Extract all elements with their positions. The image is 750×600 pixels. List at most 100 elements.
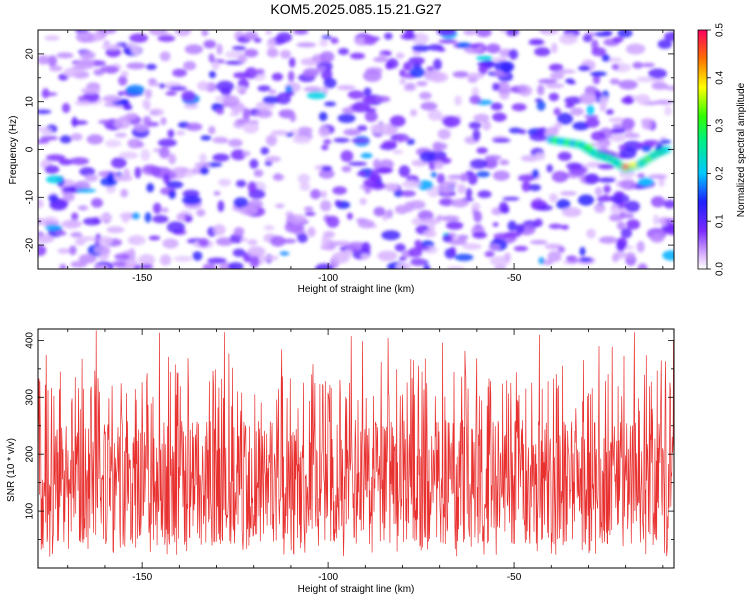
spectrogram-cell [433,58,442,71]
spectrogram-cell [44,165,60,174]
spectrogram-cell [508,127,522,134]
spectrogram-cell [414,239,422,248]
spectrogram-cell [381,230,401,241]
spectrogram-cell [150,167,161,177]
spectrogram-cell [382,140,398,148]
spectrogram-cell [44,224,63,231]
x-tick-label: -100 [318,273,338,284]
spectrogram-cell [148,235,161,241]
spectrogram-cell [120,71,129,77]
spectrogram-cell [537,84,545,96]
spectrogram-cell [145,121,160,127]
spectrogram-cell [551,42,558,54]
spectrogram-cell [477,190,492,199]
spectrogram-cell [452,71,470,78]
spectrogram-cell [176,213,186,222]
spectrogram-cell [234,86,247,91]
spectrogram-cell [228,262,244,269]
spectrogram-cell [260,147,270,155]
spectrogram-cell [423,264,431,269]
spectrogram-cell [612,123,623,129]
spectrogram-cell [340,150,354,163]
chart-title: KOM5.2025.085.15.21.G27 [270,1,442,17]
track-peak [629,162,637,168]
spectrogram-cell [331,240,351,247]
spectrogram-cell [159,254,172,266]
spectrogram-cell [361,253,370,260]
spectrogram-cell [419,151,435,163]
spectrogram-cell [620,179,637,190]
x-tick-label: -150 [132,572,152,583]
spectrogram-cell [197,81,210,91]
spectrogram-cell [492,138,511,143]
spectrogram-cell [433,142,448,151]
spectrogram-cell [249,158,259,169]
spectrogram-cell [337,85,356,91]
spectrogram-cell [402,180,421,189]
spectrogram-cell [473,113,490,123]
spectrogram-cell [603,184,611,194]
spectrogram-cell [659,139,672,145]
spectrogram-cell [79,50,96,60]
spectrogram-cell [395,262,412,269]
spectrogram-cell [591,47,607,57]
spectrogram-cell [81,87,101,94]
spectrogram-cell [319,38,328,48]
spectrogram-cell [184,44,204,55]
spectrogram-cell [228,138,243,148]
spectrogram-cell [530,240,548,245]
spectrogram-cell [348,161,368,166]
spectrogram-cell [473,210,483,223]
spectrogram-cell [429,72,449,83]
spectrogram-cell [549,193,558,203]
spectrogram-cell [120,188,129,198]
spectrogram-cell [475,55,494,61]
spectrogram-cell [333,137,350,143]
spectrogram-cell [142,98,151,110]
spectrogram-cell [610,204,620,215]
spectrogram-cell [465,187,473,199]
spectrogram-cell [610,133,626,142]
colorbar-tick-label: 0.5 [715,23,726,37]
spectrogram-cell [71,212,79,221]
spectrogram-cell [216,80,235,93]
spectrogram-cell [538,257,545,265]
colorbar-tick-label: 0.2 [715,166,726,180]
spectrogram-cell [38,139,50,144]
spectrogram-cell [254,68,265,75]
spectrogram-cell [430,171,437,178]
spectrogram-cell [408,247,423,258]
spectrogram-cell [619,211,626,220]
spectrogram-cell [492,57,508,62]
spectrogram-cell [395,52,405,59]
spectrogram-cell [625,43,646,55]
spectrogram-cell [103,40,110,46]
spectrogram-background-blobs [38,30,674,269]
spectrogram-cell [457,184,466,194]
spectrogram-cell [144,88,152,99]
spectrogram-cell [319,51,335,63]
spectrogram-cell [338,48,349,55]
spectrogram-cell [579,246,586,257]
spectrogram-cell [158,83,166,89]
spectrogram-cell [263,255,279,261]
spectrogram-cell [307,226,316,238]
spectrogram-cell [454,95,462,106]
spectrogram-cell [560,224,569,230]
spectrogram-cell [626,219,641,230]
spectrogram-cell [181,90,196,102]
spectrogram-cell [427,109,443,121]
spectrogram-cell [513,245,529,252]
spectrogram-cell [570,107,584,116]
spectrogram-cell [420,101,438,111]
spectrogram-cell [321,35,332,40]
spectrogram-cell [165,91,177,96]
x-tick-label: -150 [132,273,152,284]
spectrogram-cell [64,67,78,78]
spectrogram-cell [636,241,645,253]
spectrogram-cell [98,119,113,125]
spectrogram-cell [286,214,307,224]
spectrogram-cell [608,117,627,123]
spectrogram-cell [318,169,335,179]
spectrogram-cell [665,218,673,225]
